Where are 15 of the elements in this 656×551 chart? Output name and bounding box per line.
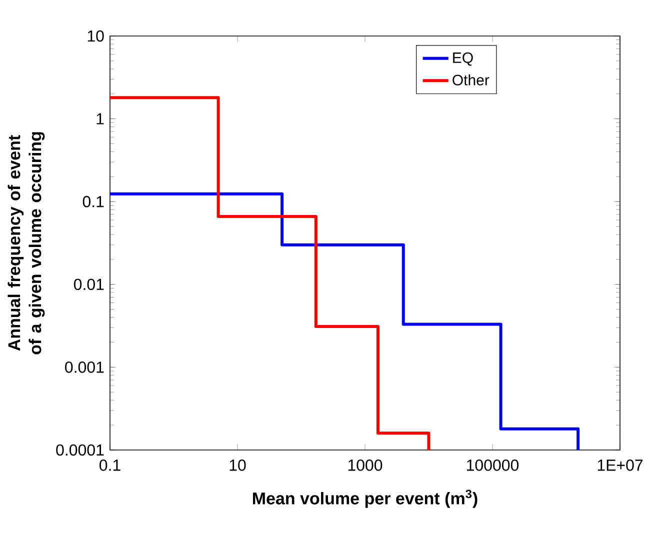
x-tick-label: 1000 — [348, 460, 382, 471]
y-tick-label: 0.01 — [74, 278, 104, 290]
y-tick-label: 10 — [88, 30, 104, 42]
y-tick-label: 0.0001 — [56, 444, 104, 456]
x-axis-title: Mean volume per event (m$^{3}$) — [253, 490, 478, 508]
x-tick-label: 100000 — [467, 460, 519, 471]
y-tick-label: 0.001 — [65, 362, 104, 373]
legend-label: EQ — [453, 52, 473, 66]
y-axis-title: Annual frequency of event of a given volume occuring — [8, 132, 45, 354]
y-tick-label: 1 — [96, 113, 104, 124]
x-tick-label: 0.1 — [100, 460, 120, 471]
x-tick-label: 1E+07 — [598, 460, 643, 471]
legend-label: Other — [452, 74, 490, 86]
x-tick-label: 10 — [230, 460, 246, 471]
y-tick-label: 0.1 — [82, 196, 104, 208]
